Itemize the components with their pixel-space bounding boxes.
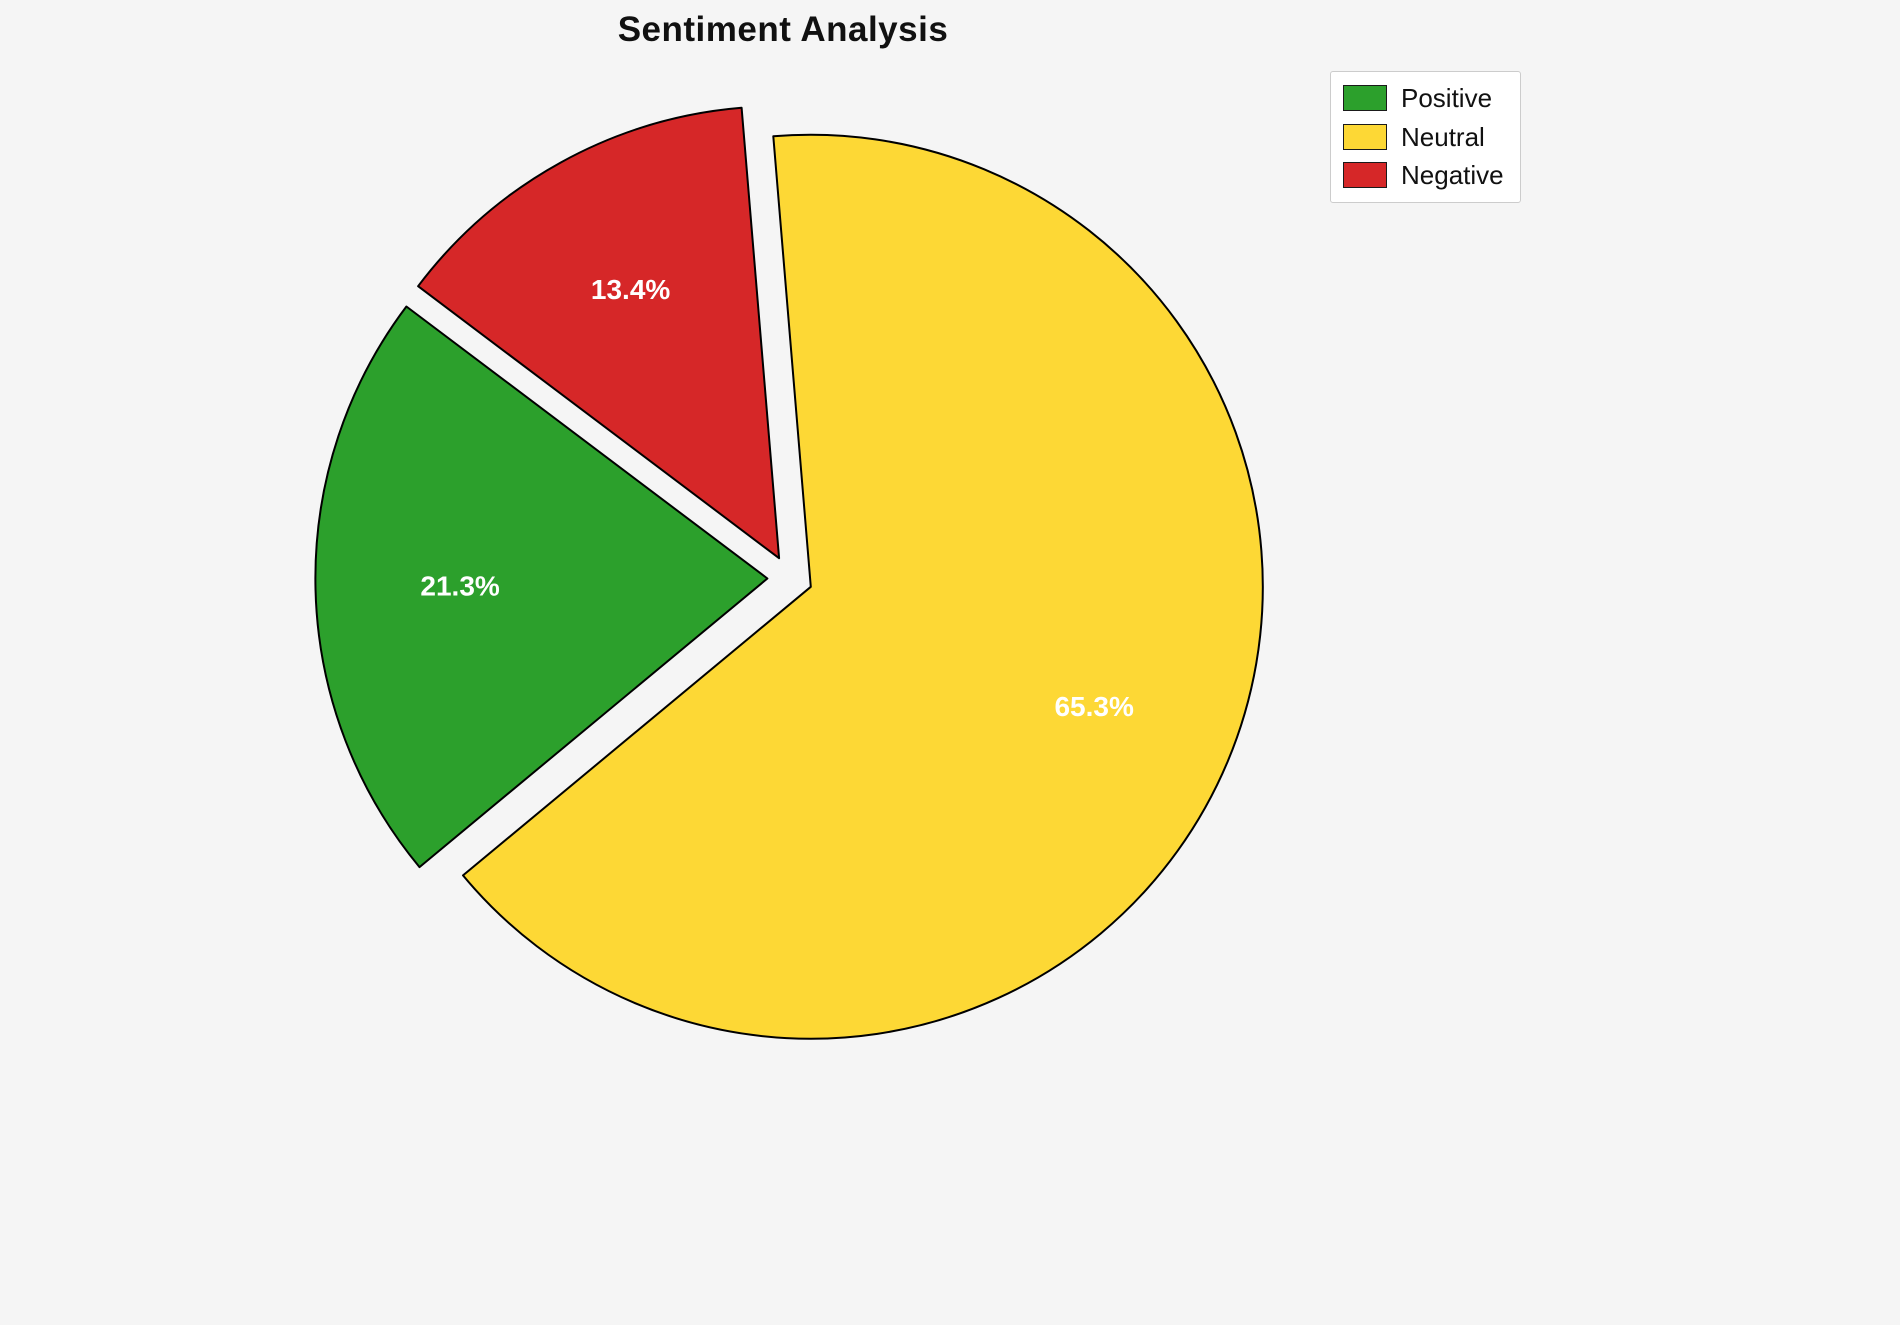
legend-swatch-positive <box>1343 85 1387 112</box>
legend-item-positive: Positive <box>1343 84 1504 113</box>
legend-label-neutral: Neutral <box>1401 121 1485 152</box>
legend-swatch-negative <box>1343 162 1387 189</box>
legend-swatch-neutral <box>1343 123 1387 150</box>
percent-label-neutral: 65.3% <box>1054 691 1133 722</box>
legend-item-neutral: Neutral <box>1343 121 1504 152</box>
legend: Positive Neutral Negative <box>1330 71 1521 203</box>
chart-title: Sentiment Analysis <box>617 10 949 49</box>
pie-slice-neutral <box>462 133 1264 1040</box>
percent-label-positive: 21.3% <box>420 571 499 602</box>
legend-item-negative: Negative <box>1343 161 1504 190</box>
percent-label-negative: 13.4% <box>591 274 670 305</box>
pie-slice-negative <box>417 106 781 560</box>
pie-slice-positive <box>314 305 769 869</box>
legend-label-negative: Negative <box>1401 160 1504 191</box>
legend-label-positive: Positive <box>1401 83 1493 113</box>
